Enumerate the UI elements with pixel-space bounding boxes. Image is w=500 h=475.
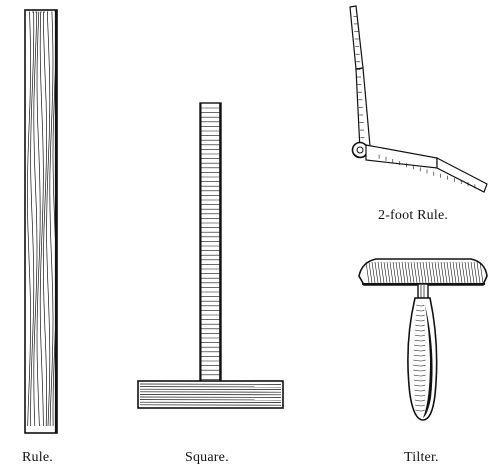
head-hatch [428,261,433,284]
head-hatch [365,261,370,284]
head-hatch [377,261,382,284]
rule-grain-line [33,11,38,427]
head-hatch [395,261,400,284]
square-caption: Square. [185,450,229,465]
head-hatch [386,261,391,284]
handle-hatch [414,384,426,387]
handle-hatch [415,319,425,322]
handle-hatch [416,309,425,312]
rule-grain-line [46,11,51,427]
tilter-icon [358,258,488,421]
rule-grain-line [36,11,41,427]
head-hatch [410,261,415,284]
rule-caption: Rule. [22,450,53,465]
head-hatch [383,261,388,284]
handle-hatch [414,399,425,402]
handle-hatch [412,364,426,367]
head-hatch [458,261,463,284]
head-hatch [380,261,385,284]
handle-hatch [413,379,426,382]
head-hatch [425,261,430,284]
head-hatch [419,261,424,284]
head-hatch [368,261,373,284]
head-hatch [479,261,484,284]
head-hatch [473,261,478,284]
tilter-caption: Tilter. [404,450,439,465]
handle-hatch [413,349,426,352]
handle-hatch [414,339,426,342]
head-hatch [431,261,436,284]
head-hatch [464,261,469,284]
head-hatch [470,261,475,284]
head-hatch [374,261,379,284]
rule-grain-line [30,11,35,427]
handle-hatch [414,329,425,332]
head-hatch [476,261,481,284]
head-hatch [371,261,376,284]
head-hatch [413,261,418,284]
head-hatch [392,261,397,284]
handle-hatch [415,324,425,327]
head-hatch [452,261,457,284]
rule-grain-line [39,11,44,427]
head-hatch [437,261,442,284]
head-hatch [416,261,421,284]
handle-hatch [413,354,426,357]
head-hatch [398,261,403,284]
handle-hatch [413,369,426,372]
two-foot-rule-caption: 2-foot Rule. [378,208,449,223]
head-hatch [446,261,451,284]
handle-hatch [413,374,426,377]
head-hatch [443,261,448,284]
handle-hatch [415,314,425,317]
rule-grain-line [27,11,31,427]
handle-hatch [416,304,425,307]
handle-hatch [415,404,425,407]
head-hatch [449,261,454,284]
head-hatch [389,261,394,284]
handle-hatch [414,344,426,347]
square-icon [137,102,284,409]
folding-rule-icon [349,5,488,193]
handle-hatch [414,389,426,392]
rule-icon [24,9,58,434]
head-hatch [401,261,406,284]
head-hatch [434,261,439,284]
head-hatch [455,261,460,284]
head-hatch [440,261,445,284]
head-hatch [404,261,409,284]
handle-hatch [413,359,426,362]
rule-grain-line [43,11,47,427]
rule-grain-line [49,11,54,427]
handle-hatch [414,394,426,397]
handle-hatch [415,409,425,412]
head-hatch [461,261,466,284]
head-hatch [422,261,427,284]
head-hatch [407,261,412,284]
handle-hatch [414,334,426,337]
head-hatch [467,261,472,284]
